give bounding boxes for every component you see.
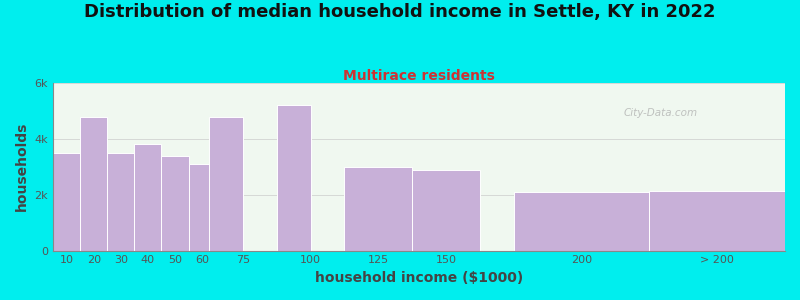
Bar xyxy=(412,169,480,250)
Bar xyxy=(80,116,107,250)
Bar xyxy=(162,156,189,250)
Bar xyxy=(189,164,216,250)
Bar xyxy=(650,190,785,250)
Bar xyxy=(53,153,80,250)
X-axis label: household income ($1000): household income ($1000) xyxy=(315,271,523,285)
Text: City-Data.com: City-Data.com xyxy=(623,108,698,118)
Y-axis label: households: households xyxy=(15,122,29,212)
Text: Distribution of median household income in Settle, KY in 2022: Distribution of median household income … xyxy=(84,3,716,21)
Bar xyxy=(107,153,134,250)
Bar xyxy=(345,167,412,250)
Title: Multirace residents: Multirace residents xyxy=(343,69,495,83)
Bar xyxy=(209,116,243,250)
Bar xyxy=(134,144,162,250)
Bar xyxy=(277,105,310,250)
Bar xyxy=(514,192,650,250)
